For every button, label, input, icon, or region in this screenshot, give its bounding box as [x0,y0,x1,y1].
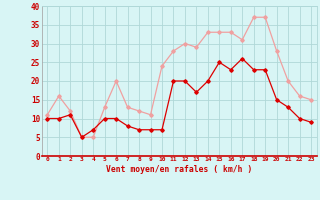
X-axis label: Vent moyen/en rafales ( km/h ): Vent moyen/en rafales ( km/h ) [106,165,252,174]
